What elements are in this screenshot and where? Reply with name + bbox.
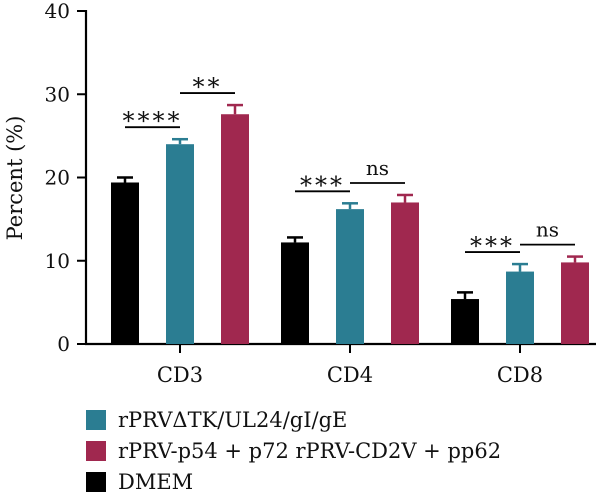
bar (111, 182, 139, 344)
bar (451, 299, 479, 344)
legend-swatch (86, 409, 106, 430)
y-tick-label: 0 (57, 332, 70, 356)
significance-label: ** (193, 73, 223, 101)
significance-label: ns (536, 218, 559, 242)
bars (111, 103, 589, 344)
legend: rPRVΔTK/UL24/gI/gE rPRV-p54 + p72 rPRV-CD… (86, 404, 501, 497)
y-axis-label: Percent (%) (3, 116, 27, 241)
y-axis: 0 10 20 30 40 (45, 0, 88, 356)
legend-label: rPRVΔTK/UL24/gI/gE (118, 407, 348, 432)
legend-item: rPRV-p54 + p72 rPRV-CD2V + pp62 (86, 435, 501, 466)
significance-label: ns (366, 156, 389, 180)
legend-label: DMEM (118, 469, 194, 494)
x-tick-label: CD8 (497, 363, 543, 387)
y-tick-label: 10 (45, 249, 70, 273)
significance-label: *** (300, 171, 345, 199)
y-tick-label: 40 (45, 0, 70, 23)
x-axis: CD3 CD4 CD8 (85, 342, 596, 387)
bar (391, 202, 419, 344)
x-tick-label: CD4 (327, 363, 373, 387)
bar (506, 271, 534, 344)
x-tick-label: CD3 (157, 363, 203, 387)
bar (166, 144, 194, 344)
significance-annotations: *********ns***ns (123, 73, 575, 260)
bar (221, 114, 249, 344)
legend-item: rPRVΔTK/UL24/gI/gE (86, 404, 501, 435)
legend-label: rPRV-p54 + p72 rPRV-CD2V + pp62 (118, 438, 502, 463)
bar (561, 262, 589, 344)
bar (281, 242, 309, 344)
significance-label: *** (470, 232, 515, 260)
y-tick-label: 30 (45, 82, 70, 106)
legend-swatch (86, 440, 106, 461)
significance-label: **** (123, 107, 183, 135)
legend-swatch (86, 471, 106, 492)
bar (336, 209, 364, 344)
y-tick-label: 20 (45, 166, 70, 190)
legend-item: DMEM (86, 466, 501, 497)
